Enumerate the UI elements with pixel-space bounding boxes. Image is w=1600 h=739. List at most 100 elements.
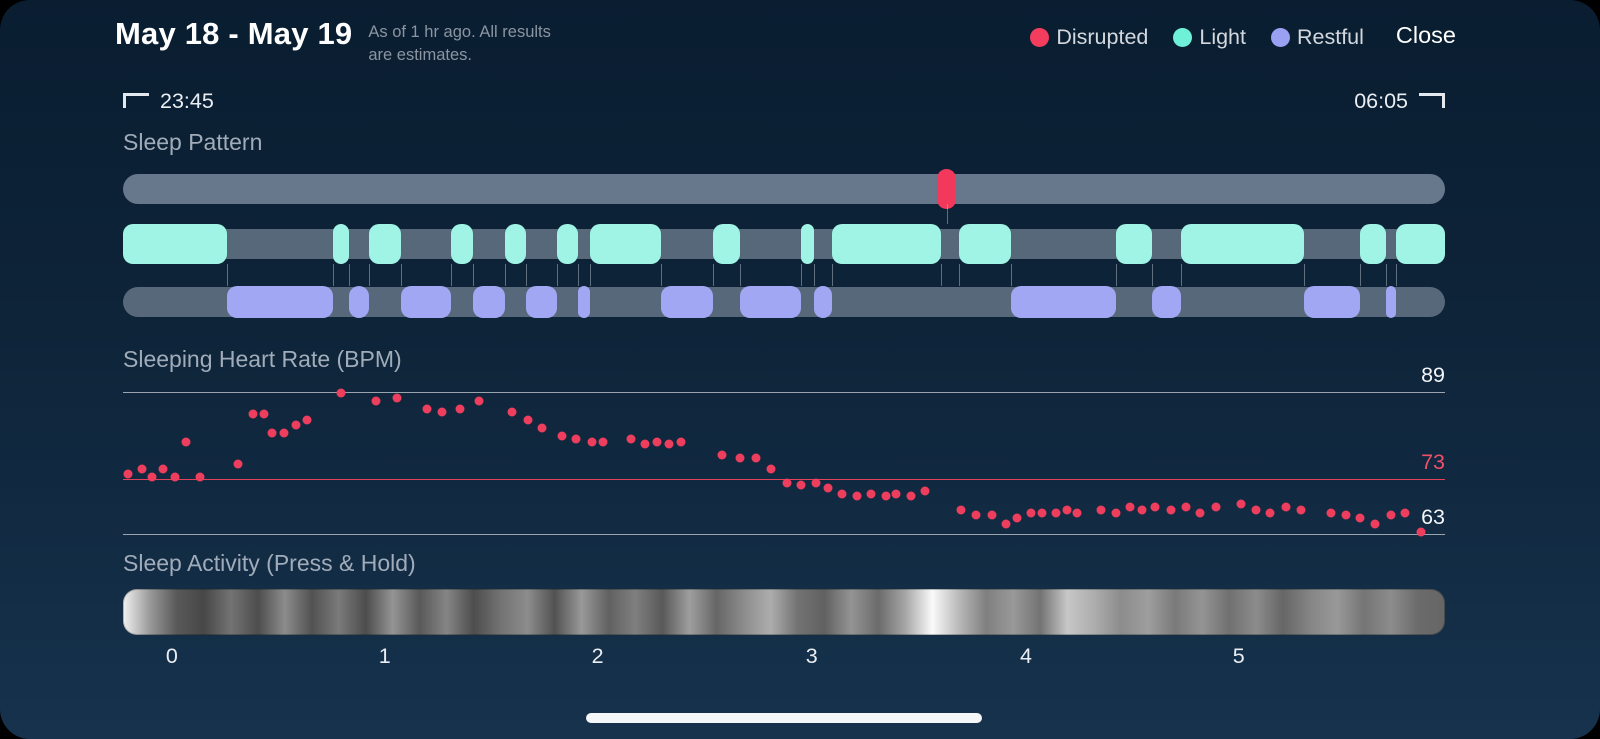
segment-connector-line [1360, 263, 1362, 286]
light-track [123, 223, 1445, 264]
time-range-row: 23:45 06:05 [123, 89, 1445, 114]
light-segment [1115, 223, 1152, 264]
restful-segment [740, 285, 802, 318]
heart-rate-point [336, 388, 346, 398]
heart-rate-point [170, 472, 180, 482]
heart-rate-point [1400, 508, 1410, 518]
heart-rate-point [717, 450, 727, 460]
segment-connector-line [1180, 263, 1182, 286]
range-start: 23:45 [123, 89, 214, 114]
heart-rate-point [1012, 513, 1022, 523]
light-segment [505, 223, 527, 264]
light-segment [712, 223, 741, 264]
segment-connector-line [712, 263, 714, 286]
light-segment [831, 223, 942, 264]
heart-rate-point [796, 480, 806, 490]
heart-rate-point [557, 431, 567, 441]
legend-item-restful: Restful [1270, 25, 1364, 50]
light-segment [1180, 223, 1304, 264]
heart-rate-point [248, 409, 258, 419]
range-start-bracket-icon [123, 92, 149, 108]
heart-rate-point [1341, 510, 1351, 520]
axis-tick-5: 5 [1232, 643, 1245, 668]
heart-rate-point [587, 437, 597, 447]
segment-connector-line [1396, 263, 1398, 286]
segment-connector-line [473, 263, 475, 286]
heart-rate-point [751, 453, 761, 463]
axis-tick-4: 4 [1019, 643, 1032, 668]
segment-connector-line [946, 203, 948, 224]
heart-rate-point [181, 437, 191, 447]
sleep-activity-title: Sleep Activity (Press & Hold) [123, 549, 416, 576]
heart-rate-point [571, 434, 581, 444]
disrupted-track [123, 168, 1445, 209]
hr-gridline-89 [123, 392, 1445, 394]
axis-tick-3: 3 [805, 643, 818, 668]
legend-label: Disrupted [1056, 25, 1149, 49]
light-dot-icon [1173, 28, 1193, 47]
heart-rate-point [782, 478, 792, 488]
disrupted-segments [123, 168, 1445, 209]
heart-rate-point [1166, 505, 1176, 515]
light-segment [801, 223, 815, 264]
heart-rate-point [735, 453, 745, 463]
heart-rate-point [664, 439, 674, 449]
axis-tick-1: 1 [378, 643, 391, 668]
segment-connector-line [740, 263, 742, 286]
heart-rate-point [766, 464, 776, 474]
restful-segment [1303, 285, 1361, 318]
heart-rate-point [1386, 510, 1396, 520]
restful-track [123, 285, 1445, 318]
axis-tick-2: 2 [591, 643, 604, 668]
legend-item-disrupted: Disrupted [1030, 25, 1148, 50]
segment-connector-line [349, 263, 351, 286]
subtitle-line-2: are estimates. [368, 45, 472, 64]
segment-connector-line [661, 263, 663, 286]
legend-label: Light [1199, 25, 1246, 49]
heart-rate-point [1125, 502, 1135, 512]
segment-connector-line [1385, 263, 1387, 286]
activity-ticks: 0 1 2 3 4 5 [123, 644, 1445, 670]
heart-rate-title: Sleeping Heart Rate (BPM) [123, 345, 402, 372]
heart-rate-point [1051, 508, 1061, 518]
heart-rate-point [233, 459, 243, 469]
close-button[interactable]: Close [1395, 22, 1456, 48]
heart-rate-point [259, 409, 269, 419]
restful-segments [123, 285, 1445, 318]
segment-connector-line [814, 263, 816, 286]
light-segment [556, 223, 578, 264]
segment-connector-line [589, 263, 591, 286]
heart-rate-point [837, 489, 847, 499]
heart-rate-point [1062, 505, 1072, 515]
light-segment [1360, 223, 1386, 264]
header: May 18 - May 19 As of 1 hr ago. All resu… [0, 0, 1600, 67]
heart-rate-point [279, 428, 289, 438]
home-indicator[interactable] [586, 713, 982, 723]
hr-gridline-label-89: 89 [1421, 362, 1445, 387]
segment-connector-line [227, 263, 229, 286]
heart-rate-point [676, 437, 686, 447]
heart-rate-point [811, 478, 821, 488]
range-end-time: 06:05 [1354, 88, 1408, 113]
heart-rate-point [1251, 505, 1261, 515]
page-title: May 18 - May 19 [115, 16, 353, 51]
legend-label: Restful [1296, 25, 1364, 49]
heart-rate-point [987, 510, 997, 520]
track-connector-area-top [123, 203, 1445, 224]
heart-rate-point [598, 437, 608, 447]
segment-connector-line [1303, 263, 1305, 286]
heart-rate-point [1096, 505, 1106, 515]
heart-rate-point [455, 404, 465, 414]
heart-rate-point [1265, 508, 1275, 518]
heart-rate-point [1326, 508, 1336, 518]
segment-connector-line [941, 263, 943, 286]
activity-heatmap[interactable] [123, 588, 1445, 635]
heart-rate-point [302, 415, 312, 425]
segment-connector-line [1151, 263, 1153, 286]
heart-rate-point [537, 423, 547, 433]
restful-segment [1151, 285, 1181, 318]
heart-rate-point [1001, 519, 1011, 529]
segment-connector-line [556, 263, 558, 286]
heart-rate-point [158, 464, 168, 474]
